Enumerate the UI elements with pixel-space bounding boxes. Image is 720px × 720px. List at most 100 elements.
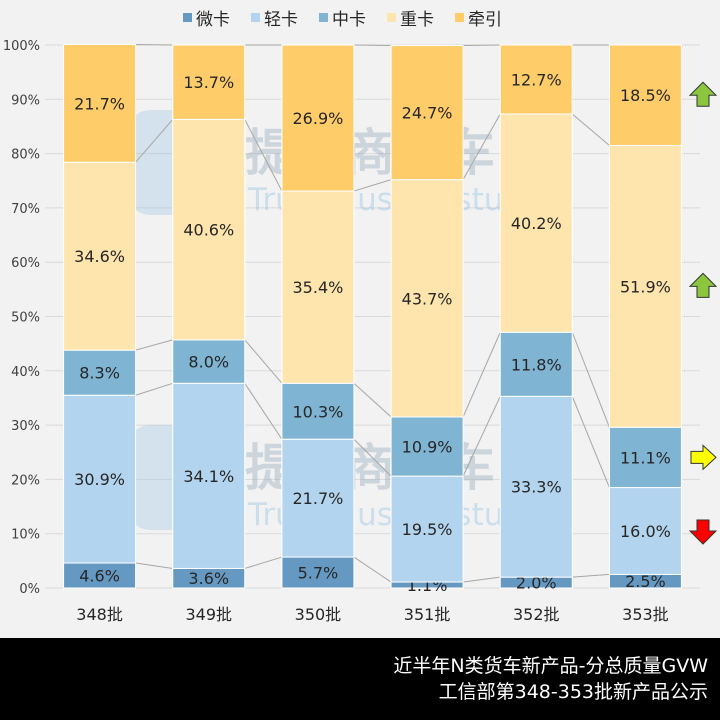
y-tick-label: 80% xyxy=(11,148,40,163)
y-tick-label: 70% xyxy=(11,202,40,217)
legend-label: 重卡 xyxy=(400,10,434,30)
y-tick-label: 50% xyxy=(11,311,40,326)
y-tick-label: 100% xyxy=(3,39,40,54)
series-line xyxy=(244,339,283,384)
data-label: 16.0% xyxy=(620,522,671,541)
series-line xyxy=(353,382,392,418)
legend-swatch xyxy=(455,13,464,22)
legend-label: 牵引 xyxy=(468,10,502,30)
series-line xyxy=(244,119,283,192)
stacked-bar-chart: 0%10%20%30%40%50%60%70%80%90%100%提加商用车Tr… xyxy=(3,10,718,624)
data-label: 11.8% xyxy=(511,355,562,374)
bar-segment xyxy=(390,179,464,418)
legend-swatch xyxy=(319,13,328,22)
series-line xyxy=(571,396,610,488)
y-tick-label: 0% xyxy=(19,582,40,597)
bar-segment xyxy=(608,144,682,428)
x-tick-label: 352批 xyxy=(513,605,560,624)
y-tick-label: 30% xyxy=(11,419,40,434)
x-tick-label: 349批 xyxy=(185,605,232,624)
bar-segment xyxy=(281,44,355,192)
series-line xyxy=(462,332,501,418)
bar-segment xyxy=(172,382,246,569)
bar-segment xyxy=(63,161,137,351)
series-line xyxy=(135,43,173,46)
bar-segment xyxy=(63,562,137,589)
data-label: 40.6% xyxy=(183,221,234,240)
data-label: 4.6% xyxy=(79,567,120,586)
series-line xyxy=(571,113,610,146)
trend-arrow-up-icon xyxy=(688,272,718,298)
series-line xyxy=(244,383,283,440)
data-label: 5.7% xyxy=(298,564,339,583)
data-label: 10.3% xyxy=(293,402,344,421)
bar-segment xyxy=(281,556,355,589)
footer: 近半年N类货车新产品-分总质量GVW 工信部第348-353批新产品公示 xyxy=(0,638,720,720)
series-line xyxy=(135,339,173,351)
data-label: 21.7% xyxy=(293,489,344,508)
data-label: 34.1% xyxy=(183,467,234,486)
data-label: 12.7% xyxy=(511,70,562,89)
series-line xyxy=(353,556,392,583)
x-tick-label: 353批 xyxy=(622,605,669,624)
series-line xyxy=(244,556,283,569)
series-line xyxy=(462,396,501,477)
data-label: 18.5% xyxy=(620,86,671,105)
series-line xyxy=(135,382,173,396)
bar-segment xyxy=(281,382,355,440)
y-tick-label: 20% xyxy=(11,473,40,488)
x-tick-label: 348批 xyxy=(76,605,123,624)
bar-segment xyxy=(608,44,682,146)
data-label: 11.1% xyxy=(620,448,671,467)
x-tick-label: 350批 xyxy=(295,605,342,624)
legend-label: 中卡 xyxy=(332,10,366,30)
bar-segment xyxy=(172,44,246,120)
trend-arrow-right-icon xyxy=(690,444,717,471)
series-line xyxy=(353,44,392,47)
y-tick-label: 40% xyxy=(11,365,40,380)
legend-label: 轻卡 xyxy=(264,10,298,30)
data-label: 24.7% xyxy=(402,104,453,123)
data-label: 34.6% xyxy=(74,247,125,266)
bar-segment xyxy=(390,45,464,181)
data-label: 40.2% xyxy=(511,214,562,233)
data-label: 3.6% xyxy=(188,569,229,588)
series-line xyxy=(135,119,174,163)
data-label: 2.5% xyxy=(625,572,666,591)
legend-label: 微卡 xyxy=(196,10,230,30)
bar-segment xyxy=(172,118,246,341)
series-line xyxy=(353,179,392,192)
trend-arrow-down-icon xyxy=(688,519,718,545)
data-label: 33.3% xyxy=(511,478,562,497)
data-label: 21.7% xyxy=(74,94,125,113)
series-line xyxy=(571,332,610,428)
data-label: 13.7% xyxy=(183,73,234,92)
legend-swatch xyxy=(251,13,260,22)
bar-segment xyxy=(172,339,246,384)
bar-segment xyxy=(63,43,137,163)
data-label: 10.9% xyxy=(402,438,453,457)
data-label: 35.4% xyxy=(293,278,344,297)
bar-segment xyxy=(499,331,573,397)
bar-segment xyxy=(608,426,682,489)
y-tick-label: 60% xyxy=(11,256,40,271)
data-label: 26.9% xyxy=(293,109,344,128)
data-label: 30.9% xyxy=(74,470,125,489)
footer-title: 近半年N类货车新产品-分总质量GVW xyxy=(393,655,708,677)
legend-swatch xyxy=(387,13,396,22)
y-tick-label: 10% xyxy=(11,528,40,543)
series-line xyxy=(463,576,501,583)
bar-segment xyxy=(63,394,137,564)
x-tick-label: 351批 xyxy=(404,605,451,624)
legend-swatch xyxy=(183,13,192,22)
series-line xyxy=(463,44,501,47)
footer-subtitle: 工信部第348-353批新产品公示 xyxy=(438,681,708,703)
bar-segment xyxy=(390,475,464,583)
data-label: 51.9% xyxy=(620,277,671,296)
bar-segment xyxy=(281,190,355,384)
data-label: 43.7% xyxy=(402,289,453,308)
series-line xyxy=(462,113,501,180)
bar-segment xyxy=(499,395,573,578)
data-label: 8.0% xyxy=(188,353,229,372)
trend-arrow-up-icon xyxy=(688,81,718,107)
